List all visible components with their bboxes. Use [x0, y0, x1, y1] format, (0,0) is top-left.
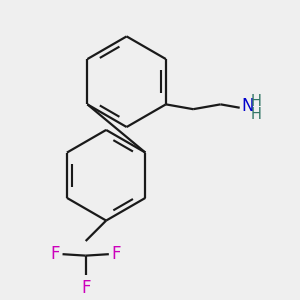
- Text: H: H: [251, 94, 262, 109]
- Text: N: N: [241, 97, 254, 115]
- Text: F: F: [111, 245, 121, 263]
- Text: H: H: [251, 107, 262, 122]
- Text: F: F: [81, 279, 90, 297]
- Text: F: F: [51, 245, 60, 263]
